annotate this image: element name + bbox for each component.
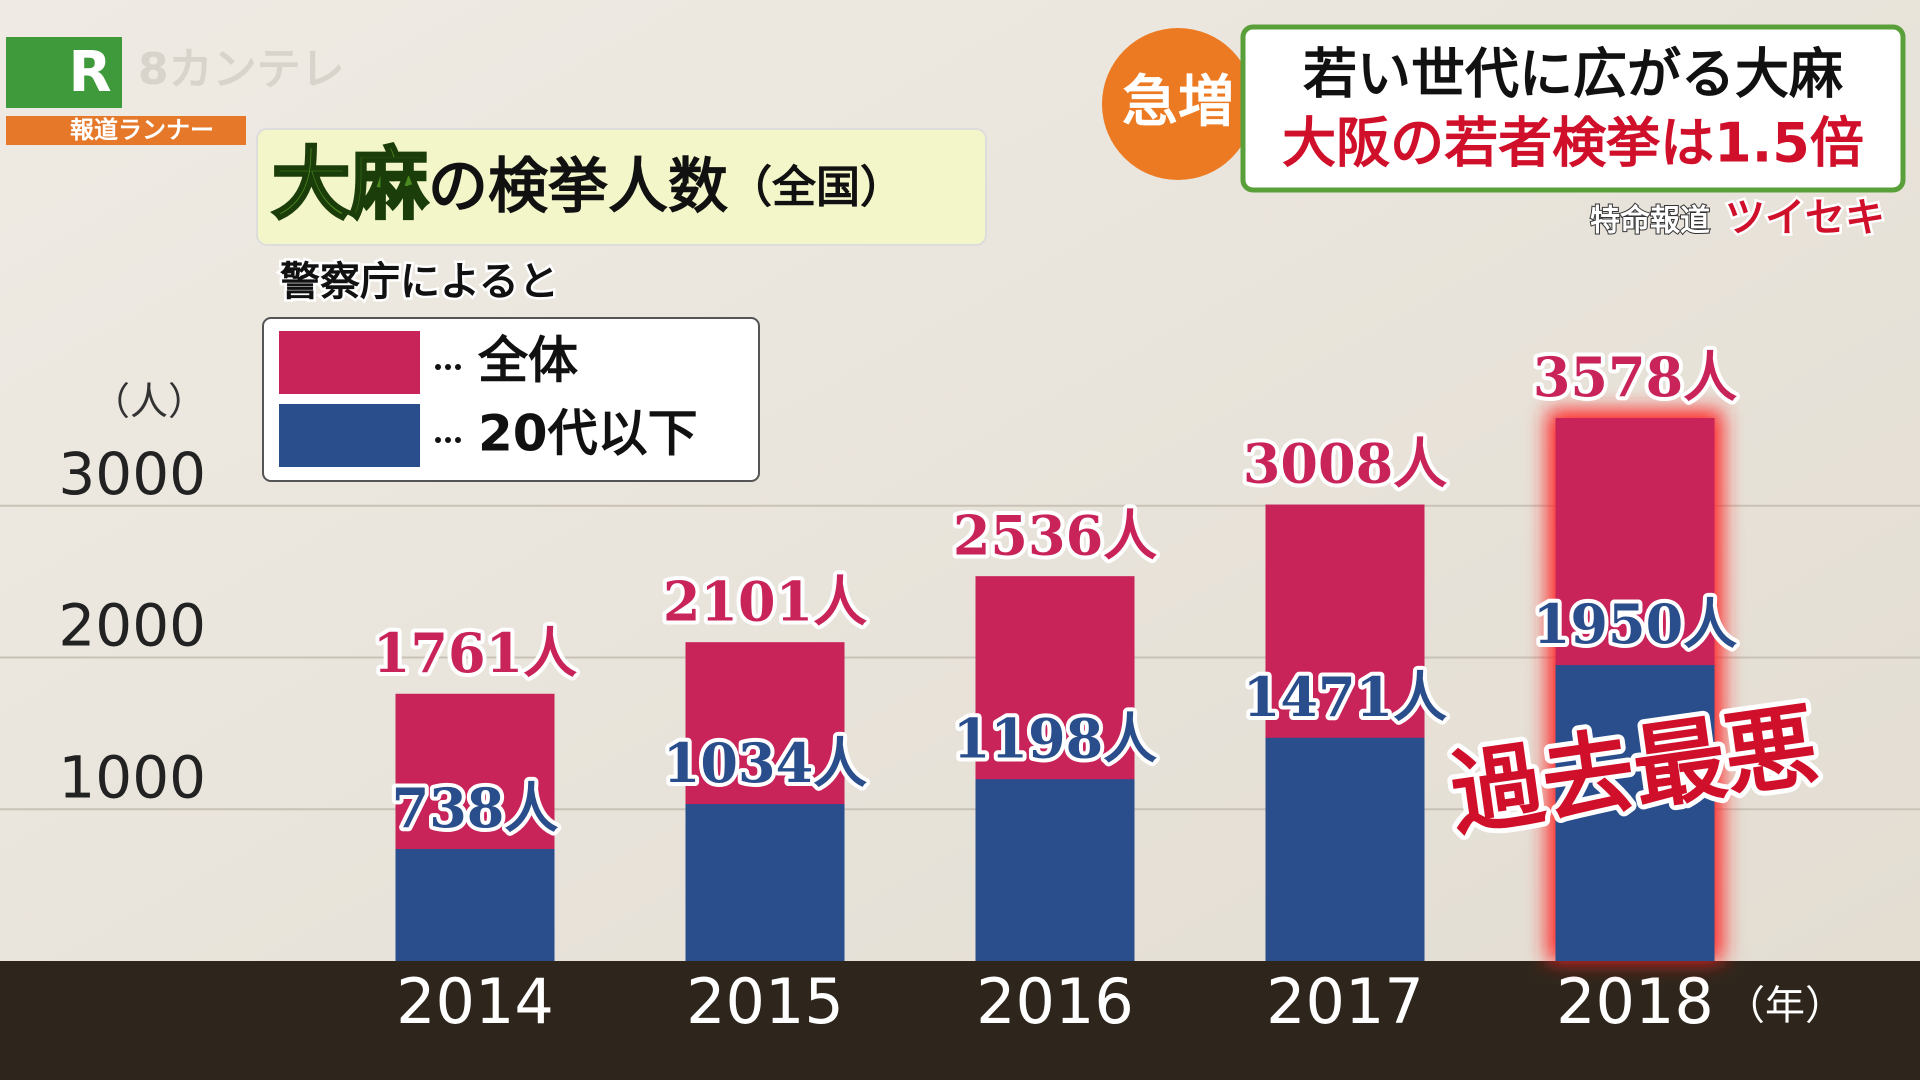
legend-label: 全体 [477,332,578,390]
legend-swatch [279,404,420,467]
bar [1555,665,1715,961]
value-label: 1761人 [373,621,577,685]
value-label: 1198人 [953,706,1157,770]
badge: 急増 [1122,70,1234,135]
legend-dot [435,364,441,370]
value-label: 2536人 [953,503,1157,567]
badge-circle [1102,28,1254,180]
legend-label: 20代以下 [478,405,698,463]
y-tick-label: 3000 [58,440,206,508]
x-tick-label: 2018 [1556,965,1714,1038]
bar [1265,737,1425,961]
y-tick-label: 2000 [58,592,206,660]
value-label: 3578人 [1533,345,1737,409]
bar [685,804,845,961]
subtitle: 警察庁によると [280,259,559,305]
value-label: 2101人 [663,569,867,633]
value-label: 1034人 [663,731,867,795]
x-tick-label: 2017 [1266,965,1424,1038]
headline: 若い世代に広がる大麻 [1303,43,1843,106]
value-label: 1950人 [1533,592,1737,656]
value-label: 1471人 [1243,665,1447,729]
x-tick-label: 2016 [976,965,1134,1038]
y-unit: （人） [92,380,206,424]
value-label: 738人 [392,776,559,840]
segment: 特命報道 [1590,204,1710,239]
logo-letter: R [68,40,111,105]
program: 報道ランナー [70,116,214,144]
program-bar [6,116,246,145]
y-tick-label: 1000 [58,743,206,811]
headline-box [1240,24,1906,193]
x-unit: （年） [1725,983,1845,1029]
legend-dot [435,437,441,443]
title-highlight: 大麻 [272,140,428,230]
x-tick-label: 2015 [686,965,844,1038]
legend-swatch [279,331,420,394]
value-label: 3008人 [1243,432,1447,496]
title-note: （全国） [728,162,904,213]
bar [395,849,555,961]
bar [975,779,1135,961]
x-tick-label: 2014 [396,965,554,1038]
title-main: の検挙人数 [428,152,728,222]
legend-dot [455,364,461,370]
axis-band [0,961,1920,1080]
legend-dot [455,437,461,443]
title-box [256,128,987,246]
logo-box [6,37,122,108]
channel: 8カンテレ [138,44,345,95]
segment-title: ツイセキ [1725,195,1885,241]
chart-title: 大麻の検挙人数（全国） [272,140,904,230]
legend-dot [445,437,451,443]
legend-dot [445,364,451,370]
subheadline: 大阪の若者検挙は1.5倍 [1282,112,1864,175]
